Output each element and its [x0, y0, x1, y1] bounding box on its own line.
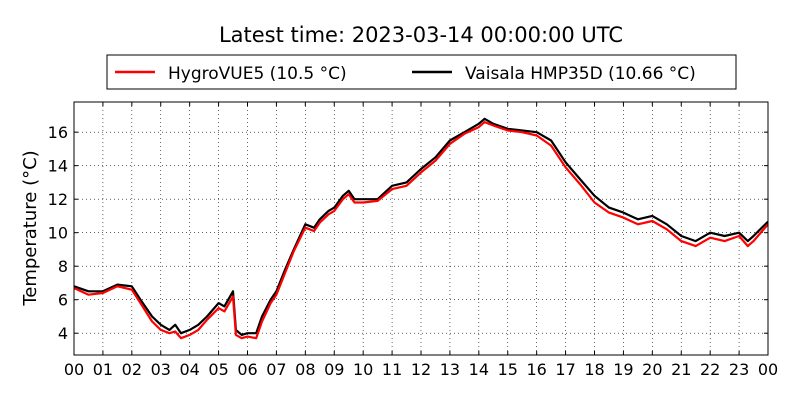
x-tick-label: 17 — [555, 360, 575, 379]
series-line-vaisala — [73, 117, 769, 336]
x-tick-label: 08 — [295, 360, 315, 379]
x-tick-label: 10 — [353, 360, 373, 379]
y-tick-label: 12 — [48, 190, 68, 209]
x-tick-label: 12 — [411, 360, 431, 379]
x-tick-label: 16 — [526, 360, 546, 379]
x-tick-label: 05 — [208, 360, 228, 379]
x-tick-label: 13 — [440, 360, 460, 379]
x-tick-label: 14 — [469, 360, 489, 379]
x-tick-label: 11 — [382, 360, 402, 379]
legend-label-vaisala: Vaisala HMP35D (10.66 °C) — [465, 64, 696, 84]
series-line-hygrovue — [73, 121, 769, 340]
series-lines — [73, 117, 769, 340]
x-tick-label: 09 — [324, 360, 344, 379]
x-tick-label: 21 — [671, 360, 691, 379]
legend-label-hygrovue: HygroVUE5 (10.5 °C) — [168, 64, 347, 84]
x-tick-label: 00 — [758, 360, 778, 379]
y-tick-label: 10 — [48, 224, 68, 243]
tick-labels: 00 01 02 03 04 05 06 07 08 09 10 11 12 13 14 15 16 17 18 19… — [48, 123, 779, 379]
x-tick-label: 15 — [498, 360, 518, 379]
y-tick-label: 8 — [58, 257, 68, 276]
x-tick-label: 22 — [700, 360, 720, 379]
x-tick-label: 07 — [266, 360, 286, 379]
x-tick-label: 03 — [151, 360, 171, 379]
x-tick-label: 02 — [122, 360, 142, 379]
legend: HygroVUE5 (10.5 °C) Vaisala HMP35D (10.6… — [106, 54, 737, 90]
y-tick-label: 4 — [58, 324, 68, 343]
tick-marks — [73, 102, 769, 355]
x-tick-label: 06 — [237, 360, 257, 379]
y-tick-label: 6 — [58, 291, 68, 310]
y-axis-label: Temperature (°C) — [20, 150, 41, 306]
chart-title: Latest time: 2023-03-14 00:00:00 UTC — [219, 23, 623, 47]
y-tick-label: 14 — [48, 157, 68, 176]
x-tick-label: 20 — [642, 360, 662, 379]
x-tick-label: 04 — [179, 360, 199, 379]
x-tick-label: 18 — [584, 360, 604, 379]
x-tick-label: 00 — [64, 360, 84, 379]
x-tick-label: 23 — [729, 360, 749, 379]
x-tick-label: 01 — [93, 360, 113, 379]
x-tick-label: 19 — [613, 360, 633, 379]
y-tick-label: 16 — [48, 123, 68, 142]
